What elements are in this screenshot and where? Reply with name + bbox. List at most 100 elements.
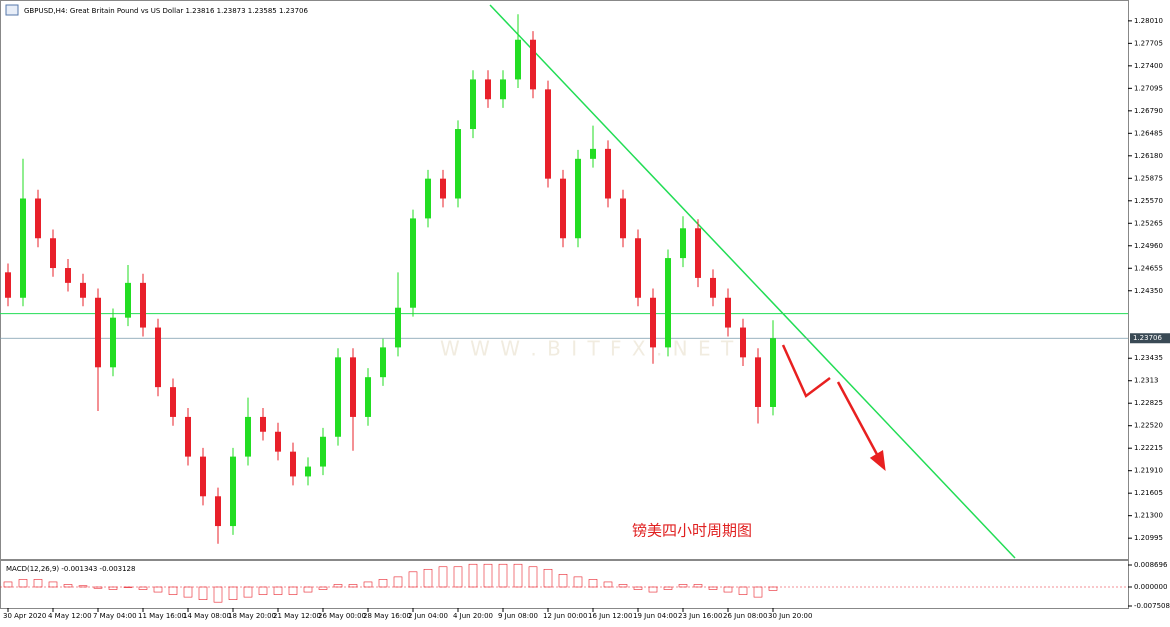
y-tick-label: 1.22825 [1134, 399, 1163, 407]
macd-bar [408, 571, 418, 588]
macd-bar [378, 579, 388, 588]
macd-bar [468, 563, 478, 588]
candle-body [200, 456, 206, 497]
macd-bar [333, 584, 343, 588]
candle-body [20, 198, 26, 298]
candle-body [635, 238, 641, 298]
y-tick-label: 1.28010 [1134, 17, 1163, 25]
macd-bar [33, 579, 43, 588]
forecast-arrows [781, 344, 886, 471]
candle-body [350, 357, 356, 417]
y-tick-label: 1.24350 [1134, 287, 1163, 295]
x-tick-label: 18 May 20:00 [228, 612, 276, 620]
x-tick-label: 28 May 16:00 [363, 612, 411, 620]
y-tick-label: 0.008696 [1134, 561, 1168, 569]
y-tick-label: 1.21300 [1134, 512, 1163, 520]
y-tick-label: 1.24960 [1134, 242, 1163, 250]
macd-bar [693, 584, 703, 588]
macd-bar [393, 576, 403, 588]
candle-body [35, 198, 41, 239]
candle-body [605, 148, 611, 199]
macd-bar [3, 581, 13, 588]
candle-body [230, 456, 236, 527]
candle-body [425, 178, 431, 219]
x-tick-label: 16 Jun 12:00 [588, 612, 632, 620]
macd-bar [573, 576, 583, 588]
macd-bar [228, 586, 238, 600]
candle-body [695, 228, 701, 278]
y-tick-label: -0.007508 [1134, 602, 1170, 610]
candle-body [80, 282, 86, 298]
x-tick-label: 26 May 00:00 [318, 612, 366, 620]
candle-body [275, 431, 281, 452]
candle-body [65, 268, 71, 283]
y-tick-label: 1.22215 [1134, 444, 1163, 452]
macd-bar [633, 586, 643, 590]
macd-bar [93, 586, 103, 589]
macd-bar [123, 586, 133, 588]
candle-body [185, 416, 191, 457]
candle-body [5, 272, 11, 298]
x-tick-label: 14 May 08:00 [183, 612, 231, 620]
x-tick-label: 7 May 04:00 [93, 612, 137, 620]
candle-body [50, 238, 56, 269]
y-tick-label: 1.2313 [1134, 377, 1159, 385]
x-tick-label: 11 May 16:00 [138, 612, 186, 620]
candle-body [755, 357, 761, 407]
candle-body [740, 327, 746, 358]
macd-bar [528, 566, 538, 588]
x-tick-label: 30 Apr 2020 [3, 612, 46, 620]
y-tick-label: 0.000000 [1134, 583, 1167, 591]
chart-title: GBPUSD,H4: Great Britain Pound vs US Dol… [24, 7, 308, 15]
macd-bar [648, 586, 658, 593]
macd-bar [498, 563, 508, 588]
candle-body [305, 466, 311, 477]
macd-title: MACD(12,26,9) -0.001343 -0.003128 [6, 565, 135, 573]
candle-body [365, 377, 371, 417]
macd-bar [273, 586, 283, 595]
macd-panel [0, 560, 1129, 609]
candle-body [290, 451, 296, 477]
x-tick-label: 9 Jun 08:00 [498, 612, 538, 620]
candle-body [725, 297, 731, 328]
macd-bar [438, 566, 448, 588]
macd-bar [513, 563, 523, 588]
candle-body [170, 387, 176, 417]
x-tick-label: 19 Jun 04:00 [633, 612, 677, 620]
candle-body [560, 178, 566, 239]
y-tick-label: 1.21605 [1134, 489, 1163, 497]
macd-bar [603, 581, 613, 588]
x-tick-label: 21 May 12:00 [273, 612, 321, 620]
candle-body [515, 39, 521, 80]
candle-body [470, 79, 476, 130]
x-tick-label: 2 Jun 04:00 [408, 612, 448, 620]
trend-line [489, 4, 1016, 559]
macd-bar [78, 585, 88, 588]
candle-body [320, 436, 326, 467]
macd-bar [588, 579, 598, 588]
macd-bar [618, 584, 628, 588]
y-tick-label: 1.26790 [1134, 107, 1163, 115]
price-panel [0, 0, 1129, 560]
candle-body [650, 297, 656, 348]
candle-body [710, 277, 716, 298]
y-tick-label: 1.23435 [1134, 354, 1163, 362]
x-tick-label: 12 Jun 00:00 [543, 612, 587, 620]
candle-body [140, 282, 146, 328]
x-tick-label: 4 May 12:00 [48, 612, 92, 620]
macd-bar [738, 586, 748, 595]
y-tick-label: 1.26485 [1134, 129, 1163, 137]
macd-bar [108, 586, 118, 590]
macd-bar [453, 566, 463, 588]
candle-body [770, 338, 776, 407]
symbol-icon [5, 4, 19, 16]
macd-bar [48, 581, 58, 588]
macd-bar [258, 586, 268, 595]
macd-bar [348, 584, 358, 588]
candle-body [335, 357, 341, 437]
macd-bar [63, 584, 73, 588]
macd-bar [198, 586, 208, 600]
candle-body [155, 327, 161, 388]
candle-body [530, 39, 536, 90]
